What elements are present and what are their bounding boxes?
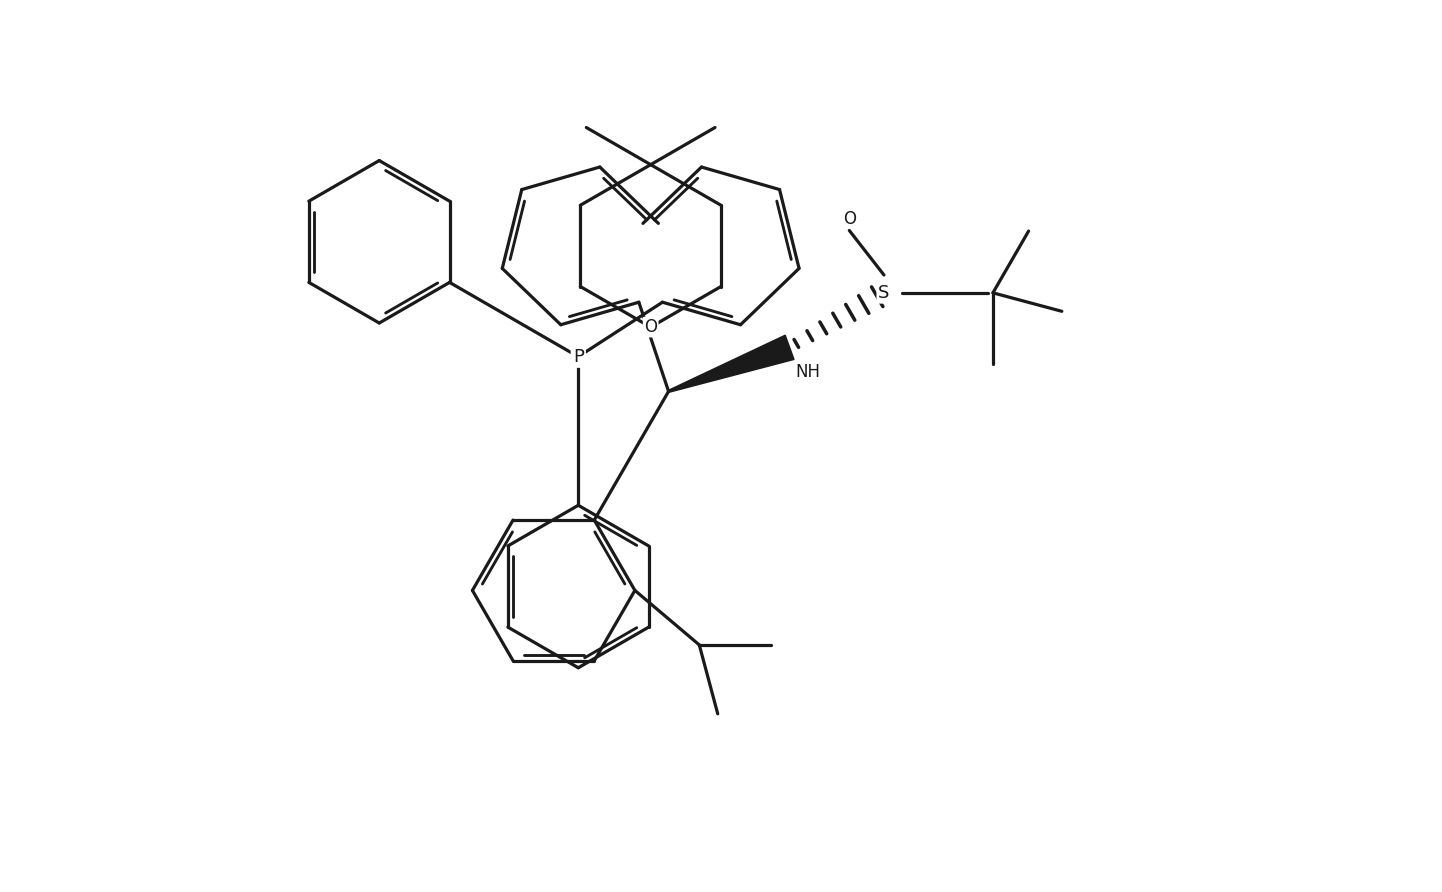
- Text: S: S: [878, 284, 890, 301]
- Polygon shape: [668, 335, 795, 392]
- Text: O: O: [645, 318, 658, 336]
- Text: P: P: [572, 348, 584, 366]
- Text: NH: NH: [795, 363, 820, 381]
- Text: O: O: [842, 210, 855, 227]
